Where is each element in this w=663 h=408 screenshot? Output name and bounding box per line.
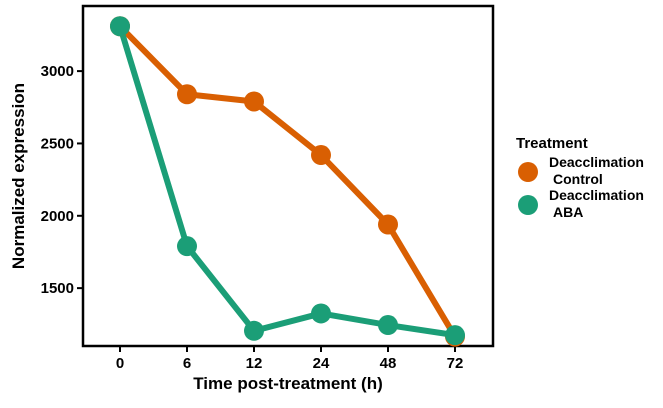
data-point: [445, 325, 465, 346]
legend: Treatment DeacclimationControlDeacclimat…: [516, 135, 644, 220]
y-tick-label: 2000: [41, 208, 74, 225]
data-point: [311, 145, 331, 166]
legend-marker: [518, 162, 538, 182]
series-layer: [110, 16, 465, 347]
legend-label: Control: [553, 171, 603, 187]
legend-marker: [518, 195, 538, 215]
y-tick-label: 1500: [41, 280, 74, 297]
series-line: [117, 25, 456, 339]
x-axis-label: Time post-treatment (h): [193, 374, 383, 393]
data-point: [378, 214, 398, 235]
legend-label: Deacclimation: [549, 154, 644, 170]
y-tick-label: 3000: [41, 63, 74, 80]
y-axis-label: Normalized expression: [9, 83, 28, 269]
x-axis: 0 6 12 24 48 72: [116, 346, 464, 372]
series-line: [117, 24, 458, 339]
x-tick-label: 24: [313, 355, 330, 372]
x-tick-label: 12: [246, 355, 263, 372]
data-point: [244, 320, 264, 341]
x-tick-label: 0: [116, 355, 124, 372]
x-tick-label: 48: [380, 355, 397, 372]
y-axis: 1500 2000 2500 3000: [41, 63, 83, 297]
data-point: [311, 303, 331, 324]
x-tick-label: 72: [447, 355, 464, 372]
plot-panel: [81, 4, 495, 348]
data-point: [378, 315, 398, 336]
data-point: [177, 84, 197, 105]
data-point: [244, 91, 264, 112]
y-tick-label: 2500: [41, 135, 74, 152]
legend-title: Treatment: [516, 135, 588, 152]
x-tick-label: 6: [183, 355, 191, 372]
data-point: [177, 236, 197, 257]
legend-label: ABA: [553, 204, 583, 220]
legend-label: Deacclimation: [549, 187, 644, 203]
data-point: [110, 16, 130, 37]
